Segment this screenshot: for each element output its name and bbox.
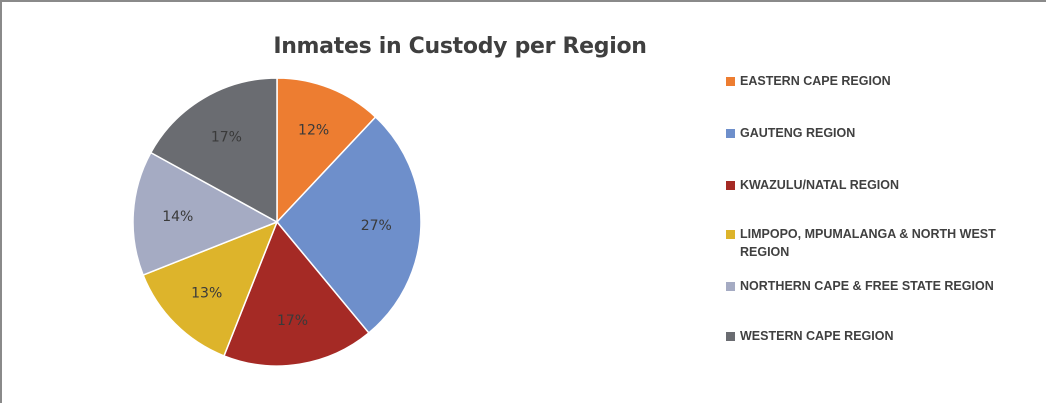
pie-slice-gauteng-region — [276, 115, 422, 335]
legend-label: NORTHERN CAPE & FREE STATE REGION — [740, 279, 994, 293]
pie-slice-western-cape-region — [149, 77, 278, 224]
pie-label-gauteng-region: 27% — [361, 218, 392, 234]
chart-title: Inmates in Custody per Region — [273, 34, 647, 59]
legend-label: KWAZULU/NATAL REGION — [740, 178, 900, 192]
legend-item-eastern-cape: EASTERN CAPE REGION — [726, 74, 891, 90]
legend-label: GAUTENG REGION — [740, 126, 856, 140]
legend-label: WESTERN CAPE REGION — [740, 329, 894, 343]
legend-label: LIMPOPO, MPUMALANGA & NORTH WEST REGION — [740, 227, 996, 259]
pie-label-eastern-cape-region: 12% — [298, 123, 329, 139]
legend-swatch — [726, 181, 735, 190]
pie-label-northern-cape-free-state-region: 14% — [162, 209, 193, 225]
pie-label-limpopo-mpumalanga-north-west-region: 13% — [191, 285, 222, 301]
legend-item-limpopo-mpumalanga-north-west: LIMPOPO, MPUMALANGA & NORTH WEST REGION — [726, 227, 1026, 261]
legend-item-gauteng: GAUTENG REGION — [726, 126, 855, 142]
pie-label-kwazulu-natal-region: 17% — [277, 313, 308, 329]
legend-item-western-cape: WESTERN CAPE REGION — [726, 329, 894, 345]
pie-slice-kwazulu-natal-region — [223, 220, 370, 367]
legend-swatch — [726, 332, 735, 341]
pie-slice-eastern-cape-region — [276, 77, 377, 224]
legend-swatch — [726, 129, 735, 138]
legend-item-kwazulu-natal: KWAZULU/NATAL REGION — [726, 178, 899, 194]
legend-swatch — [726, 77, 735, 86]
pie-slice-limpopo-mpumalanga-north-west-region — [142, 220, 279, 357]
legend-swatch — [726, 282, 735, 291]
legend-swatch — [726, 230, 735, 239]
legend-label: EASTERN CAPE REGION — [740, 74, 891, 88]
legend-item-northern-cape-free-state: NORTHERN CAPE & FREE STATE REGION — [726, 279, 994, 295]
pie-slice-northern-cape-free-state-region — [132, 151, 279, 276]
pie-label-western-cape-region: 17% — [211, 130, 242, 146]
